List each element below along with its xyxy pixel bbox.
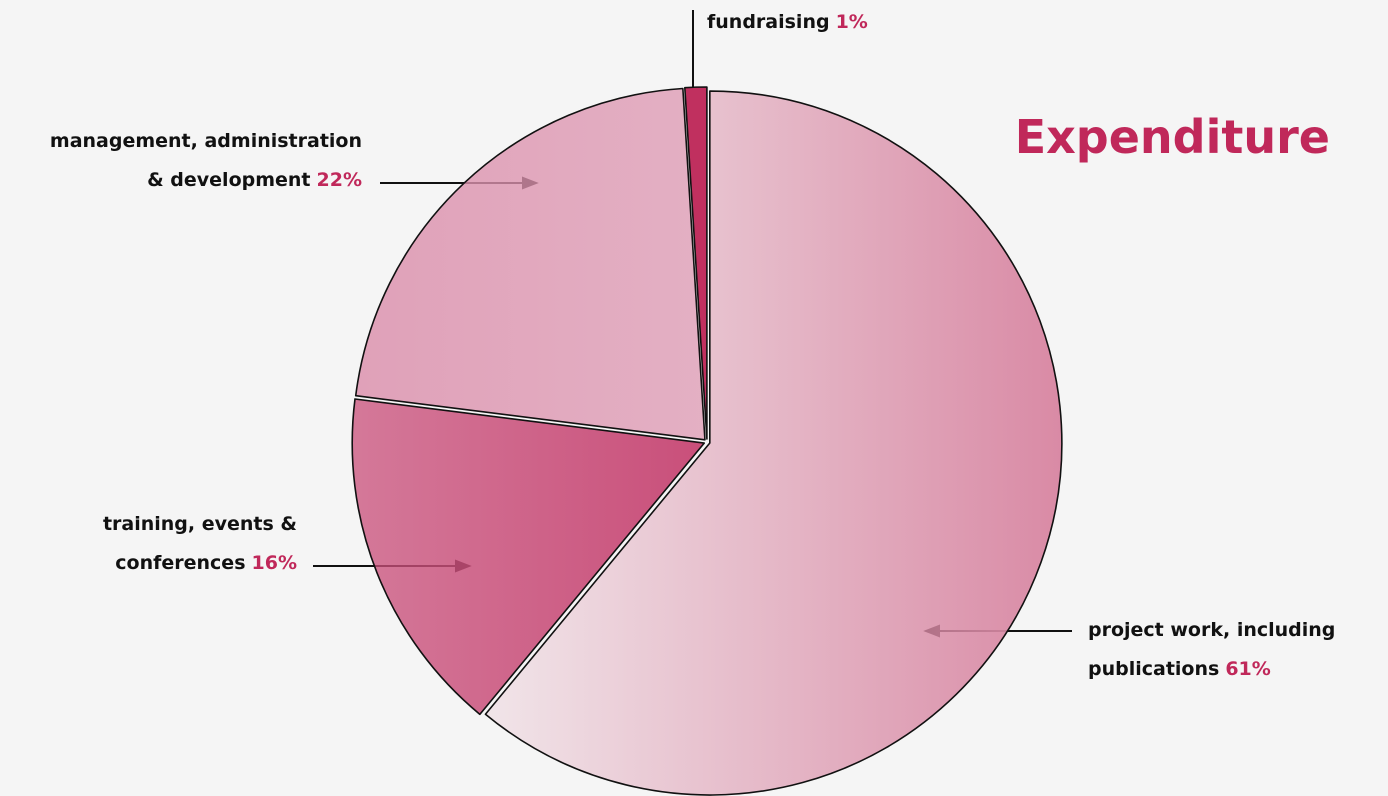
pie-slice <box>354 87 706 441</box>
slice-name: management, administration & development <box>49 130 362 191</box>
slice-label: fundraising 1% <box>707 3 868 42</box>
slice-name: training, events & conferences <box>102 513 297 574</box>
slice-name: fundraising <box>707 11 830 33</box>
slice-label: training, events & conferences 16% <box>103 505 297 583</box>
pie-slice <box>484 90 1063 796</box>
slice-label: project work, including publications 61% <box>1088 611 1335 689</box>
slice-label: management, administration & development… <box>50 122 362 200</box>
slice-value: 22% <box>316 169 362 191</box>
slice-value: 61% <box>1225 658 1271 680</box>
pie-slice <box>684 86 708 440</box>
chart-title: Expenditure <box>1014 110 1330 164</box>
slice-value: 1% <box>835 11 868 33</box>
slice-name: project work, including publications <box>1088 619 1336 680</box>
pie-slice <box>351 398 706 716</box>
slice-value: 16% <box>251 552 297 574</box>
